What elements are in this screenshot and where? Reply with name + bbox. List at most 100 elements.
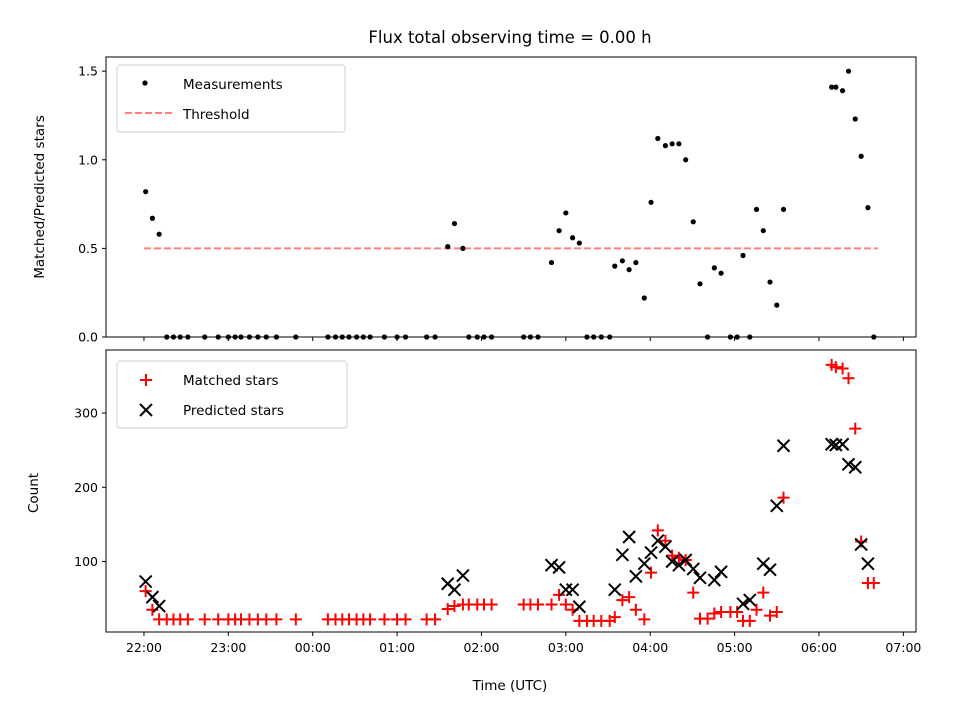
matched-star-point	[842, 372, 855, 385]
measurement-point	[718, 270, 724, 276]
predicted-star-point	[665, 554, 679, 569]
measurement-point	[339, 334, 345, 340]
measurement-point	[839, 88, 846, 94]
measurement-point	[263, 334, 269, 340]
measurement-point	[704, 334, 711, 340]
matched-star-point	[198, 613, 211, 626]
predicted-star-point	[145, 590, 160, 604]
measurement-point	[445, 244, 451, 250]
measurement-point	[734, 334, 740, 340]
predicted-star-point	[861, 557, 875, 571]
measurement-point	[655, 135, 661, 142]
ratio-frame	[105, 56, 917, 338]
measurement-point	[466, 334, 472, 340]
measurement-point	[780, 206, 787, 213]
measurement-point	[612, 263, 618, 269]
count-y-tick-label: 200	[74, 480, 98, 495]
predicted-star-point	[644, 545, 658, 560]
measurement-point	[669, 141, 675, 147]
measurement-point	[170, 334, 177, 340]
x-tick-label: 01:00	[379, 640, 415, 655]
measurement-point	[569, 235, 576, 241]
predicted-star-point	[615, 548, 630, 562]
predicted-star-point	[544, 558, 559, 572]
measurement-point	[325, 334, 331, 340]
measurement-point	[633, 259, 639, 266]
measurement-point	[697, 281, 703, 287]
predicted-star-point	[743, 593, 757, 607]
measurement-point	[177, 334, 183, 340]
matched-star-point	[399, 613, 412, 626]
predicted-star-point	[824, 437, 839, 451]
ratio-legend: Measurements Threshold	[116, 64, 346, 133]
matched-star-point	[829, 361, 842, 374]
matched-star-point	[260, 613, 273, 626]
legend-measurements-marker	[142, 80, 148, 86]
predicted-star-point	[686, 562, 700, 576]
measurement-point	[858, 153, 864, 159]
matched-star-point	[448, 600, 461, 613]
x-tick-label: 00:00	[295, 640, 331, 655]
matched-star-point	[559, 598, 572, 611]
predicted-star-point	[848, 460, 862, 474]
ratio-panel: Matched/Predicted stars 0.0 0.5 1.0 1.5 Mea…	[32, 56, 917, 345]
matched-star-point	[181, 613, 194, 626]
measurement-point	[591, 334, 597, 340]
measurement-point	[662, 143, 669, 149]
matched-star-point	[270, 613, 283, 626]
measurement-point	[548, 259, 555, 266]
predicted-star-point	[835, 437, 850, 451]
measurement-point	[346, 334, 352, 340]
measurement-point	[740, 252, 746, 259]
measurement-point	[619, 258, 625, 264]
ratio-y-axis-label: Matched/Predicted stars	[32, 115, 48, 278]
predicted-star-point	[552, 560, 566, 575]
legend-threshold-label: Threshold	[182, 107, 250, 123]
predicted-star-point	[565, 582, 580, 597]
matched-star-point	[849, 422, 862, 435]
matched-star-point	[645, 566, 658, 579]
count-legend-box	[116, 360, 348, 429]
matched-star-point	[659, 534, 672, 547]
measurement-point	[360, 334, 366, 340]
x-tick-label: 23:00	[210, 640, 246, 655]
matched-star-point	[441, 602, 454, 615]
measurement-point	[747, 334, 753, 340]
x-tick-label: 07:00	[885, 640, 921, 655]
predicted-star-point	[841, 457, 856, 471]
measurement-point	[238, 334, 244, 340]
measurement-point	[641, 295, 647, 301]
matched-star-point	[701, 612, 714, 625]
measurement-point	[521, 334, 527, 340]
measurement-point	[185, 334, 191, 340]
predicted-star-point	[693, 571, 707, 585]
matched-star-point	[378, 613, 391, 626]
measurement-point	[871, 334, 877, 340]
matched-star-point	[553, 588, 566, 601]
x-tick-label: 22:00	[126, 640, 162, 655]
ratio-y-tick-label: 1.0	[78, 152, 98, 167]
measurement-point	[711, 265, 717, 271]
predicted-star-point	[559, 582, 573, 597]
matched-star-point	[638, 613, 651, 626]
measurement-point	[488, 334, 495, 340]
predicted-star-point	[637, 557, 652, 571]
chart-title: Flux total observing time = 0.00 h	[368, 28, 651, 47]
measurement-point	[833, 84, 839, 90]
measurement-point	[202, 334, 208, 340]
measurement-point	[215, 334, 221, 340]
measurement-point	[332, 334, 339, 340]
measurement-point	[293, 334, 299, 340]
predicted-star-point	[714, 565, 728, 579]
measurement-point	[598, 334, 604, 340]
measurement-point	[424, 334, 430, 340]
matched-star-point	[532, 598, 544, 611]
predicted-star-point	[763, 562, 777, 577]
ratio-y-tick-label: 0.0	[78, 330, 98, 345]
measurement-point	[829, 84, 835, 90]
predicted-star-point	[152, 599, 166, 613]
predicted-star-point	[658, 539, 673, 554]
count-panel: Count 100 200 300 22:00 23:00 00:00 01:00 02:00…	[26, 349, 921, 655]
measurement-point	[683, 157, 689, 163]
predicted-star-point	[572, 600, 587, 614]
